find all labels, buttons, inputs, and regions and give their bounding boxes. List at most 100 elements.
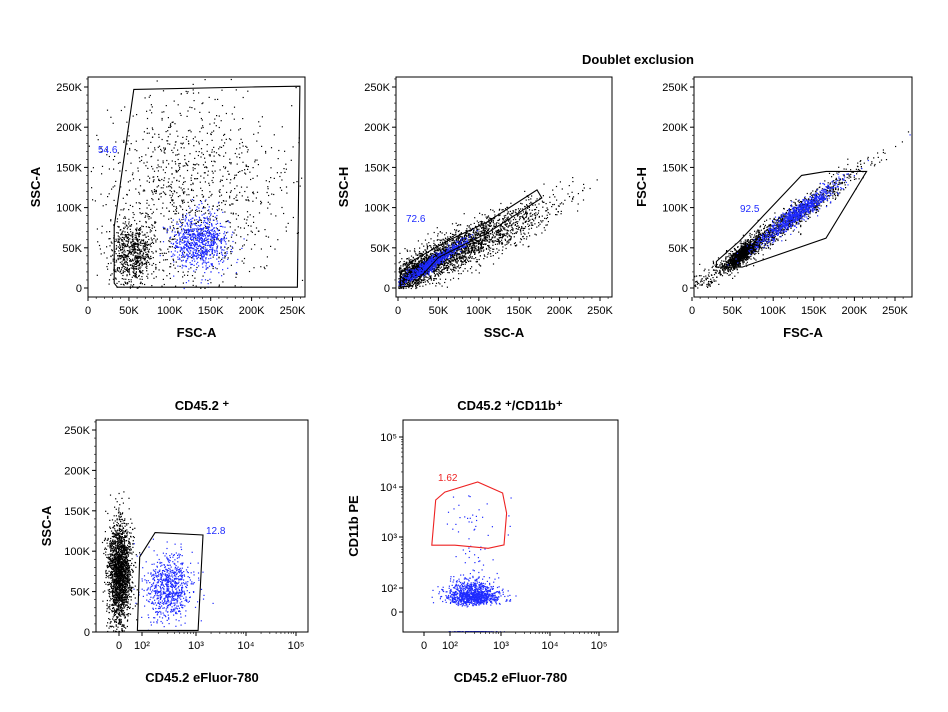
event-dot xyxy=(200,259,202,261)
event-dot xyxy=(479,264,481,267)
event-dot xyxy=(211,244,213,247)
event-dot xyxy=(184,155,186,157)
event-dot xyxy=(230,129,232,131)
event-dot xyxy=(230,139,232,141)
event-dot xyxy=(196,208,198,211)
event-dot xyxy=(460,232,462,234)
event-dot xyxy=(409,260,411,262)
event-dot xyxy=(174,267,176,269)
y-tick-label: 0 xyxy=(76,283,82,295)
event-dot xyxy=(481,242,483,244)
event-dot xyxy=(150,217,152,219)
gate-polygon[interactable] xyxy=(113,85,301,288)
event-dot xyxy=(483,240,485,242)
event-dot xyxy=(162,187,164,189)
event-dot xyxy=(414,251,416,253)
event-dot xyxy=(205,265,207,267)
event-dot xyxy=(137,258,139,260)
event-dot xyxy=(187,164,189,167)
event-dot xyxy=(433,279,435,281)
event-dot xyxy=(500,224,502,226)
event-dot xyxy=(144,249,146,251)
event-dot xyxy=(204,181,206,183)
event-dot xyxy=(466,249,468,251)
event-dot xyxy=(163,177,166,179)
event-dot xyxy=(172,259,175,261)
event-dot xyxy=(124,216,126,218)
event-dot xyxy=(522,217,525,219)
event-dot xyxy=(116,218,119,220)
event-dot xyxy=(447,272,449,274)
event-dot xyxy=(190,184,192,186)
event-dot xyxy=(148,263,151,265)
event-dot xyxy=(135,243,137,245)
event-dot xyxy=(469,230,472,232)
event-dot xyxy=(464,268,466,270)
event-dot xyxy=(182,247,184,249)
event-dot xyxy=(445,261,447,263)
event-dot xyxy=(442,243,444,246)
event-dot xyxy=(219,181,221,183)
event-dot xyxy=(212,234,214,236)
event-dot xyxy=(115,278,117,280)
event-dot xyxy=(117,232,119,234)
event-dot xyxy=(187,271,189,273)
event-dot xyxy=(192,89,194,91)
event-dot xyxy=(146,232,148,234)
event-dot xyxy=(449,261,451,264)
event-dot xyxy=(439,250,441,252)
event-dot xyxy=(187,110,189,112)
event-dot xyxy=(481,247,483,250)
event-dot xyxy=(240,138,242,140)
event-dot xyxy=(483,258,485,260)
event-dot xyxy=(495,252,497,254)
event-dot xyxy=(179,162,181,165)
event-dot xyxy=(169,143,171,145)
event-dot xyxy=(481,243,483,245)
event-dot xyxy=(133,241,135,243)
event-dot xyxy=(486,239,489,241)
event-dot xyxy=(191,107,193,109)
event-dot xyxy=(166,159,168,162)
event-dot xyxy=(196,206,198,208)
event-dot xyxy=(106,154,108,156)
event-dot xyxy=(437,273,439,275)
event-dot xyxy=(134,219,136,222)
event-dot xyxy=(242,96,244,99)
event-dot xyxy=(406,265,408,267)
event-dot xyxy=(473,230,475,232)
event-dot xyxy=(177,232,179,234)
event-dot xyxy=(196,231,198,233)
event-dot xyxy=(399,261,401,263)
event-dot xyxy=(190,177,192,179)
event-dot xyxy=(519,241,521,243)
event-dot xyxy=(96,274,98,276)
event-dot xyxy=(135,202,137,204)
event-dot xyxy=(100,151,102,153)
event-dot xyxy=(450,243,453,245)
event-dot xyxy=(260,202,263,204)
event-dot xyxy=(522,211,524,213)
event-dot xyxy=(199,228,201,230)
event-dot xyxy=(213,231,215,233)
event-dot xyxy=(169,266,171,268)
event-dot xyxy=(136,287,138,289)
event-dot xyxy=(520,202,522,204)
event-dot xyxy=(535,208,537,211)
event-dot xyxy=(457,249,459,251)
event-dot xyxy=(276,172,278,174)
event-dot xyxy=(117,152,119,154)
event-dot xyxy=(413,265,415,267)
event-dot xyxy=(483,249,485,251)
event-dot xyxy=(400,287,402,289)
event-dot xyxy=(110,262,112,264)
event-dot xyxy=(138,264,140,267)
event-dot xyxy=(512,223,514,225)
event-dot xyxy=(134,273,136,275)
event-dot xyxy=(207,210,209,212)
event-dot xyxy=(116,232,118,234)
event-dot xyxy=(161,119,163,121)
event-dot xyxy=(126,245,128,247)
event-dot xyxy=(174,247,176,249)
event-dot xyxy=(200,210,203,212)
